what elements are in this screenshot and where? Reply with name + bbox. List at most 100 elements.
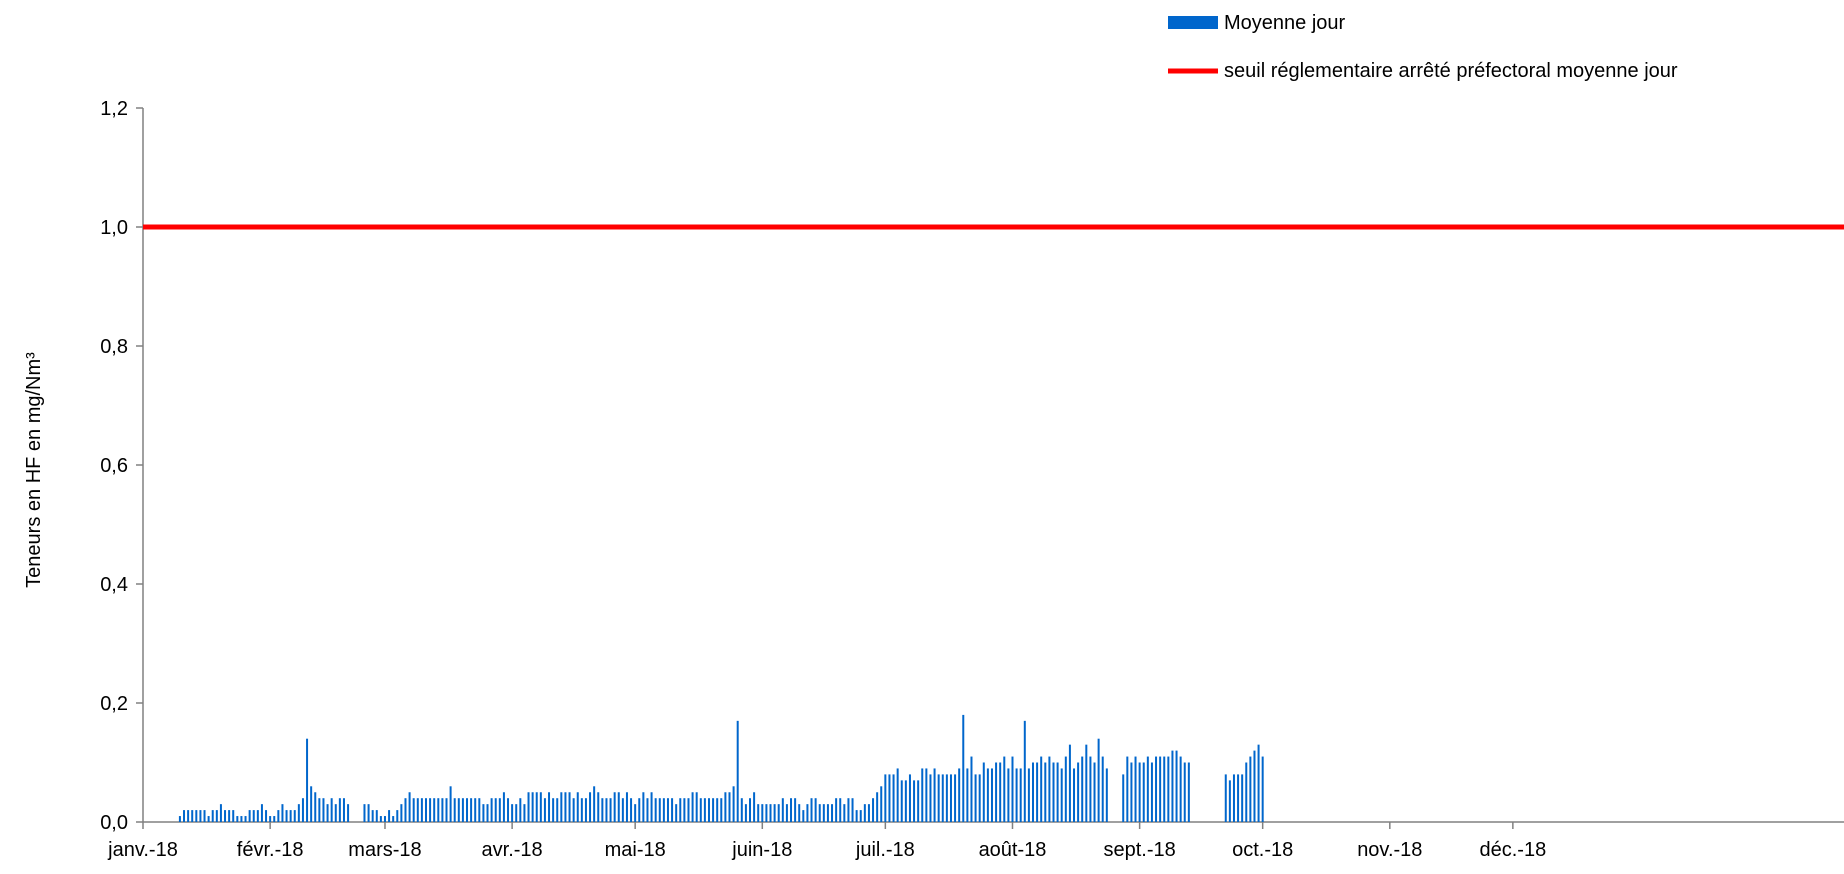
x-ticks: janv.-18 févr.-18 mars-18 avr.-18 mai-18 juin… xyxy=(107,822,1546,861)
bar xyxy=(949,774,952,822)
bar xyxy=(1060,768,1063,822)
bar xyxy=(995,762,998,822)
bar xyxy=(749,798,752,822)
bar xyxy=(605,798,608,822)
x-tick-label: déc.-18 xyxy=(1479,839,1546,861)
bar xyxy=(720,798,723,822)
bar xyxy=(962,714,965,822)
bar xyxy=(1015,768,1018,822)
bar xyxy=(568,792,571,822)
bar xyxy=(461,798,464,822)
bar xyxy=(310,786,313,822)
bar xyxy=(847,798,850,822)
bar xyxy=(466,798,469,822)
bar xyxy=(556,798,559,822)
bar xyxy=(441,798,444,822)
bar xyxy=(338,798,341,822)
bar xyxy=(416,798,419,822)
bar xyxy=(548,792,551,822)
bar xyxy=(437,798,440,822)
legend-label-seuil: seuil réglementaire arrêté préfectoral m… xyxy=(1224,60,1678,82)
bar xyxy=(535,792,538,822)
y-tick-label: 1,0 xyxy=(100,217,128,239)
x-tick-label: août-18 xyxy=(979,839,1047,861)
bar xyxy=(712,798,715,822)
bar xyxy=(601,798,604,822)
bar xyxy=(913,780,916,822)
bar xyxy=(277,810,280,822)
bar xyxy=(576,792,579,822)
bar xyxy=(1056,762,1059,822)
bar xyxy=(515,804,518,822)
bar xyxy=(572,798,575,822)
bar xyxy=(1011,756,1014,822)
bar xyxy=(1138,762,1141,822)
bar xyxy=(502,792,505,822)
bar xyxy=(699,798,702,822)
bar xyxy=(412,798,415,822)
bar xyxy=(1142,762,1145,822)
bar xyxy=(818,804,821,822)
bar xyxy=(543,798,546,822)
bar xyxy=(584,798,587,822)
bar xyxy=(990,768,993,822)
x-tick-label: juin-18 xyxy=(731,839,792,861)
bar xyxy=(925,768,928,822)
y-tick-label: 0,2 xyxy=(100,693,128,715)
bar xyxy=(260,804,263,822)
bar xyxy=(215,810,218,822)
bar xyxy=(433,798,436,822)
bar xyxy=(342,798,345,822)
bar xyxy=(1048,756,1051,822)
bar xyxy=(831,804,834,822)
bar xyxy=(634,804,637,822)
bar xyxy=(507,798,510,822)
bar xyxy=(318,798,321,822)
bar xyxy=(855,810,858,822)
bar xyxy=(1187,762,1190,822)
bar xyxy=(256,810,259,822)
bar xyxy=(1228,780,1231,822)
bar xyxy=(1249,756,1252,822)
bar xyxy=(383,816,386,822)
bar xyxy=(334,804,337,822)
bar xyxy=(519,798,522,822)
bar xyxy=(424,798,427,822)
y-ticks: 0,0 0,2 0,4 0,6 0,8 1,0 1,2 xyxy=(100,98,143,834)
bar xyxy=(178,816,181,822)
bar xyxy=(687,798,690,822)
bar xyxy=(872,798,875,822)
bar xyxy=(617,792,620,822)
bar xyxy=(1179,756,1182,822)
bar xyxy=(289,810,292,822)
bar xyxy=(921,768,924,822)
bar xyxy=(486,804,489,822)
bar xyxy=(375,810,378,822)
bar xyxy=(732,786,735,822)
bar xyxy=(1241,774,1244,822)
bar xyxy=(785,804,788,822)
bar xyxy=(703,798,706,822)
bar xyxy=(420,798,423,822)
bar xyxy=(839,798,842,822)
bar xyxy=(863,804,866,822)
bar xyxy=(269,816,272,822)
bar xyxy=(1171,750,1174,822)
bar xyxy=(900,780,903,822)
legend-swatch-moyenne-jour xyxy=(1168,16,1218,29)
bar xyxy=(470,798,473,822)
bar xyxy=(777,804,780,822)
bar xyxy=(802,810,805,822)
bar xyxy=(966,768,969,822)
bar xyxy=(293,810,296,822)
bar xyxy=(650,792,653,822)
bar xyxy=(539,792,542,822)
bar xyxy=(1068,744,1071,822)
bar xyxy=(236,816,239,822)
bar xyxy=(671,798,674,822)
bar xyxy=(1122,774,1125,822)
bar xyxy=(187,810,190,822)
bar xyxy=(986,768,989,822)
bar xyxy=(306,738,309,822)
